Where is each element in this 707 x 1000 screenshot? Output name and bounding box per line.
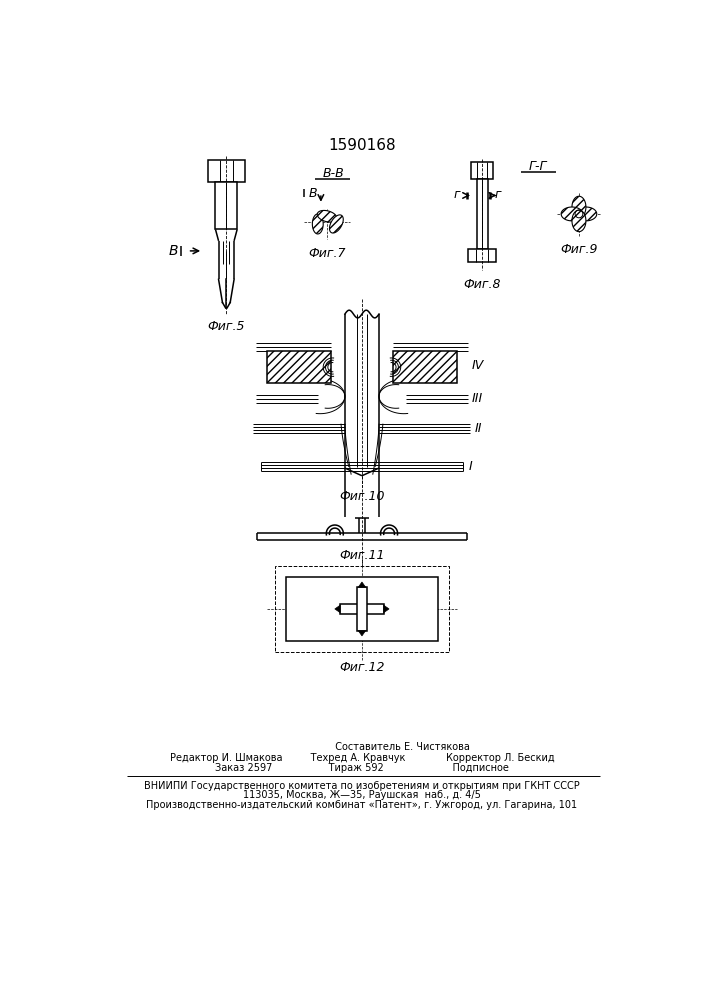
Polygon shape — [329, 215, 344, 233]
Text: В-В: В-В — [322, 167, 344, 180]
Text: 113035, Москва, Ж—35, Раушская  наб., д. 4/5: 113035, Москва, Ж—35, Раушская наб., д. … — [243, 790, 481, 800]
Polygon shape — [312, 214, 323, 234]
Text: Фиг.12: Фиг.12 — [339, 661, 385, 674]
Bar — [472, 162, 493, 179]
Text: I: I — [469, 460, 473, 473]
Polygon shape — [384, 605, 389, 613]
Bar — [393, 351, 457, 383]
Text: г: г — [494, 188, 501, 201]
Bar — [468, 249, 496, 262]
Polygon shape — [561, 207, 583, 221]
Polygon shape — [335, 605, 340, 613]
Text: Редактор И. Шмакова         Техред А. Кравчук             Корректор Л. Бескид: Редактор И. Шмакова Техред А. Кравчук Ко… — [170, 753, 554, 763]
Bar — [267, 351, 331, 383]
Text: В: В — [169, 244, 178, 258]
Bar — [356, 587, 368, 631]
Bar — [216, 182, 237, 229]
Text: Фиг.8: Фиг.8 — [463, 278, 501, 291]
Polygon shape — [572, 196, 586, 218]
Text: IV: IV — [472, 359, 484, 372]
Text: Составитель Е. Чистякова: Составитель Е. Чистякова — [254, 742, 470, 752]
Polygon shape — [575, 207, 597, 221]
Text: Фиг.9: Фиг.9 — [560, 243, 597, 256]
Text: Производственно-издательский комбинат «Патент», г. Ужгород, ул. Гагарина, 101: Производственно-издательский комбинат «П… — [146, 800, 578, 810]
Text: II: II — [474, 422, 482, 435]
Text: Г-Г: Г-Г — [529, 160, 547, 173]
Text: Заказ 2597                  Тираж 592                      Подписное: Заказ 2597 Тираж 592 Подписное — [215, 763, 509, 773]
Bar — [286, 577, 438, 641]
Text: Фиг.11: Фиг.11 — [339, 549, 385, 562]
Text: Фиг.10: Фиг.10 — [339, 490, 385, 503]
Text: III: III — [472, 392, 484, 405]
Text: г: г — [454, 188, 460, 201]
Polygon shape — [358, 582, 366, 587]
Bar — [477, 179, 488, 249]
Bar — [340, 604, 384, 614]
Text: Фиг.5: Фиг.5 — [208, 320, 245, 333]
Bar — [208, 160, 245, 182]
Polygon shape — [317, 210, 337, 222]
Text: В: В — [309, 187, 317, 200]
Bar — [275, 566, 449, 652]
Polygon shape — [358, 631, 366, 636]
Text: Фиг.7: Фиг.7 — [308, 247, 346, 260]
Text: ВНИИПИ Государственного комитета по изобретениям и открытиям при ГКНТ СССР: ВНИИПИ Государственного комитета по изоб… — [144, 781, 580, 791]
Polygon shape — [572, 210, 586, 232]
Text: 1590168: 1590168 — [328, 138, 396, 153]
